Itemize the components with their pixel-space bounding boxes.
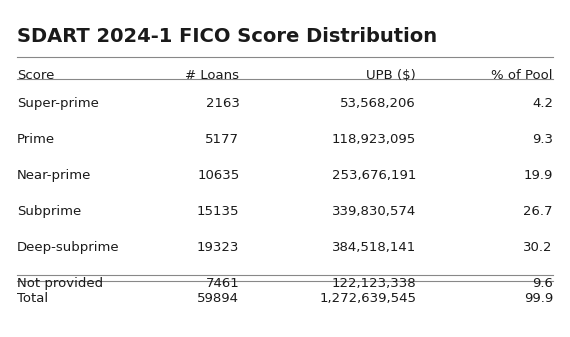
Text: Prime: Prime xyxy=(17,133,55,146)
Text: 10635: 10635 xyxy=(197,169,239,182)
Text: Score: Score xyxy=(17,69,55,82)
Text: 26.7: 26.7 xyxy=(523,205,553,218)
Text: 9.6: 9.6 xyxy=(532,277,553,290)
Text: Near-prime: Near-prime xyxy=(17,169,91,182)
Text: 7461: 7461 xyxy=(206,277,239,290)
Text: Total: Total xyxy=(17,292,48,305)
Text: 15135: 15135 xyxy=(197,205,239,218)
Text: % of Pool: % of Pool xyxy=(491,69,553,82)
Text: 1,272,639,545: 1,272,639,545 xyxy=(319,292,416,305)
Text: 4.2: 4.2 xyxy=(532,97,553,110)
Text: Deep-subprime: Deep-subprime xyxy=(17,241,120,254)
Text: Super-prime: Super-prime xyxy=(17,97,99,110)
Text: 59894: 59894 xyxy=(197,292,239,305)
Text: 19323: 19323 xyxy=(197,241,239,254)
Text: 5177: 5177 xyxy=(205,133,239,146)
Text: 384,518,141: 384,518,141 xyxy=(332,241,416,254)
Text: 9.3: 9.3 xyxy=(532,133,553,146)
Text: UPB ($): UPB ($) xyxy=(367,69,416,82)
Text: 122,123,338: 122,123,338 xyxy=(332,277,416,290)
Text: 99.9: 99.9 xyxy=(524,292,553,305)
Text: Subprime: Subprime xyxy=(17,205,82,218)
Text: 30.2: 30.2 xyxy=(523,241,553,254)
Text: Not provided: Not provided xyxy=(17,277,103,290)
Text: # Loans: # Loans xyxy=(185,69,239,82)
Text: SDART 2024-1 FICO Score Distribution: SDART 2024-1 FICO Score Distribution xyxy=(17,27,437,46)
Text: 19.9: 19.9 xyxy=(523,169,553,182)
Text: 118,923,095: 118,923,095 xyxy=(332,133,416,146)
Text: 253,676,191: 253,676,191 xyxy=(332,169,416,182)
Text: 2163: 2163 xyxy=(206,97,239,110)
Text: 339,830,574: 339,830,574 xyxy=(332,205,416,218)
Text: 53,568,206: 53,568,206 xyxy=(340,97,416,110)
